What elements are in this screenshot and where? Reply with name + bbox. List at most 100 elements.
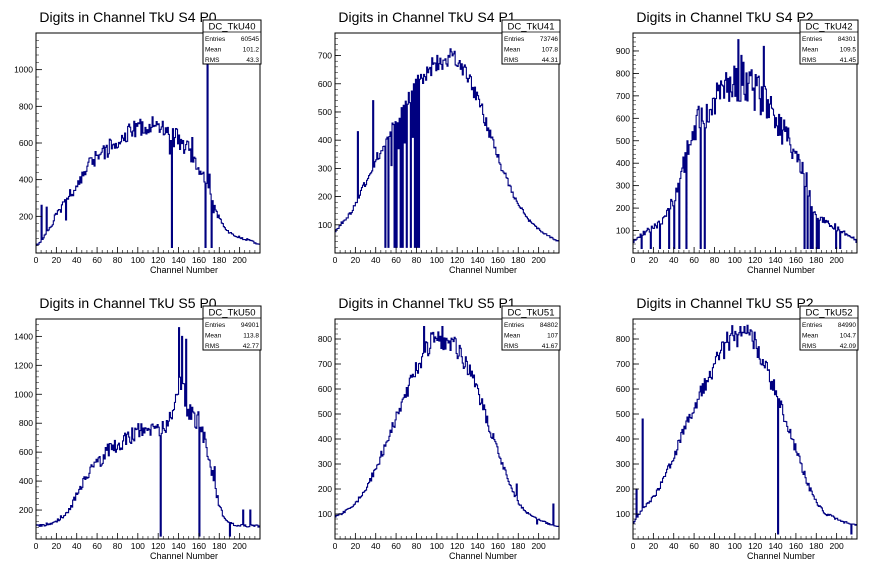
plot-frame bbox=[334, 318, 560, 540]
x-tick-label: 120 bbox=[748, 255, 762, 265]
x-tick-label: 140 bbox=[470, 541, 484, 551]
x-tick-label: 160 bbox=[192, 255, 206, 265]
stats-name: DC_TkU42 bbox=[806, 22, 853, 33]
x-tick-label: 140 bbox=[470, 255, 484, 265]
stats-label-rms: RMS bbox=[802, 343, 817, 350]
stats-value-entries: 84990 bbox=[838, 322, 856, 329]
y-tick-label: 1000 bbox=[14, 65, 33, 75]
x-tick-label: 120 bbox=[748, 541, 762, 551]
stats-box-frame bbox=[202, 305, 262, 351]
x-tick-label: 140 bbox=[768, 541, 782, 551]
x-tick-label: 100 bbox=[728, 255, 742, 265]
histogram-line bbox=[335, 48, 559, 248]
y-tick-label: 500 bbox=[616, 409, 630, 419]
y-tick-label: 500 bbox=[318, 409, 332, 419]
stats-value-rms: 41.67 bbox=[542, 343, 559, 350]
histogram-panel-0: Digits in Channel TkU S4 P0 0 20 40 60 80 100 1… bbox=[14, 9, 262, 275]
histogram-panel-5: Digits in Channel TkU S5 P2 0 20 40 60 80 100 1… bbox=[616, 295, 859, 561]
plot-frame bbox=[632, 318, 858, 540]
y-tick-label: 300 bbox=[318, 163, 332, 173]
y-tick-label: 600 bbox=[19, 138, 33, 148]
stats-value-rms: 42.09 bbox=[840, 343, 857, 350]
x-tick-label: 120 bbox=[151, 255, 165, 265]
x-tick-label: 20 bbox=[52, 541, 62, 551]
x-tick-label: 140 bbox=[171, 255, 185, 265]
x-tick-label: 20 bbox=[649, 255, 659, 265]
y-tick-label: 500 bbox=[318, 107, 332, 117]
stats-box-frame bbox=[501, 305, 561, 351]
x-tick-label: 40 bbox=[669, 255, 679, 265]
y-tick-label: 400 bbox=[318, 434, 332, 444]
y-tick-label: 300 bbox=[616, 181, 630, 191]
x-tick-label: 20 bbox=[649, 541, 659, 551]
y-tick-label: 700 bbox=[318, 51, 332, 61]
y-tick-label: 600 bbox=[19, 447, 33, 457]
stats-value-mean: 107 bbox=[547, 333, 558, 340]
stats-label-rms: RMS bbox=[205, 57, 220, 64]
x-tick-label: 200 bbox=[233, 541, 247, 551]
x-axis-title: Channel Number bbox=[150, 551, 218, 561]
y-tick-label: 1400 bbox=[14, 331, 33, 341]
stats-value-mean: 109.5 bbox=[840, 47, 857, 54]
x-tick-label: 20 bbox=[351, 541, 361, 551]
x-tick-label: 0 bbox=[34, 541, 39, 551]
stats-label-mean: Mean bbox=[802, 333, 819, 340]
x-tick-label: 0 bbox=[333, 255, 338, 265]
x-tick-label: 180 bbox=[212, 541, 226, 551]
stats-box-frame bbox=[501, 19, 561, 65]
x-tick-label: 100 bbox=[430, 255, 444, 265]
x-tick-label: 200 bbox=[830, 255, 844, 265]
stats-name: DC_TkU52 bbox=[806, 308, 853, 319]
histogram-line bbox=[633, 39, 857, 250]
stats-value-mean: 113.8 bbox=[243, 333, 259, 340]
y-tick-label: 600 bbox=[616, 384, 630, 394]
y-tick-label: 300 bbox=[616, 459, 630, 469]
x-axis-title: Channel Number bbox=[449, 551, 517, 561]
pad-title: Digits in Channel TkU S5 P0 bbox=[39, 295, 216, 311]
stats-label-entries: Entries bbox=[504, 322, 525, 329]
x-tick-label: 160 bbox=[491, 255, 505, 265]
y-tick-label: 1000 bbox=[14, 389, 33, 399]
stats-value-entries: 84802 bbox=[540, 322, 558, 329]
x-tick-label: 80 bbox=[113, 541, 123, 551]
histogram-panel-4: Digits in Channel TkU S5 P1 0 20 40 60 80 100 1… bbox=[318, 295, 561, 561]
x-tick-label: 100 bbox=[131, 541, 145, 551]
stats-name: DC_TkU51 bbox=[508, 308, 555, 319]
stats-box-frame bbox=[799, 19, 859, 65]
stats-label-rms: RMS bbox=[205, 343, 220, 350]
pad-title: Digits in Channel TkU S4 P0 bbox=[39, 9, 216, 25]
y-tick-label: 100 bbox=[318, 509, 332, 519]
x-tick-label: 120 bbox=[450, 541, 464, 551]
histogram-panel-2: Digits in Channel TkU S4 P2 0 20 40 60 80 100 1… bbox=[616, 9, 859, 275]
stats-value-mean: 101.2 bbox=[243, 47, 260, 54]
y-tick-label: 700 bbox=[616, 91, 630, 101]
histogram-line bbox=[633, 324, 857, 535]
y-tick-label: 400 bbox=[19, 175, 33, 185]
histogram-panel-1: Digits in Channel TkU S4 P1 0 20 40 60 80 100 1… bbox=[318, 9, 561, 275]
x-tick-label: 180 bbox=[212, 255, 226, 265]
stats-value-entries: 60545 bbox=[241, 36, 259, 43]
y-tick-label: 100 bbox=[616, 226, 630, 236]
stats-value-mean: 107.8 bbox=[542, 47, 559, 54]
stats-label-rms: RMS bbox=[504, 343, 519, 350]
stats-value-rms: 41.45 bbox=[840, 57, 857, 64]
y-tick-label: 800 bbox=[318, 334, 332, 344]
stats-box-frame bbox=[799, 305, 859, 351]
y-tick-label: 600 bbox=[318, 79, 332, 89]
stats-label-entries: Entries bbox=[802, 322, 823, 329]
y-tick-label: 900 bbox=[616, 46, 630, 56]
y-tick-label: 800 bbox=[19, 101, 33, 111]
stats-label-mean: Mean bbox=[504, 47, 521, 54]
x-tick-label: 80 bbox=[412, 255, 422, 265]
stats-box: DC_TkU50 Entries 94901 Mean 113.8 RMS 42.77 bbox=[202, 305, 262, 351]
histogram-line bbox=[335, 325, 559, 527]
x-tick-label: 200 bbox=[532, 541, 546, 551]
stats-box: DC_TkU40 Entries 60545 Mean 101.2 RMS 43.3 bbox=[202, 19, 262, 65]
stats-label-entries: Entries bbox=[504, 36, 525, 43]
y-tick-label: 1200 bbox=[14, 360, 33, 370]
y-tick-label: 800 bbox=[616, 68, 630, 78]
x-tick-label: 80 bbox=[710, 541, 720, 551]
x-tick-label: 80 bbox=[113, 255, 123, 265]
y-tick-label: 200 bbox=[19, 505, 33, 515]
